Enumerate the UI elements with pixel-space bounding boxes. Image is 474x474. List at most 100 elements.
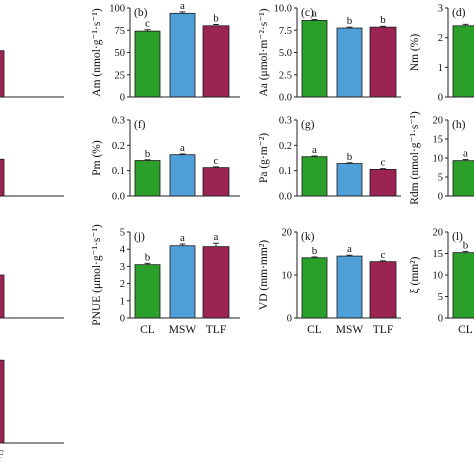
panel-i: ab [0, 274, 64, 319]
y-tick-label-j: 0 [120, 314, 125, 325]
panel-tag-j: (j) [134, 231, 145, 243]
significance-letter-g-tlf: c [381, 157, 386, 169]
y-tick-label-f: 0.1 [112, 166, 125, 177]
y-axis-label-d: Nm (%) [409, 34, 421, 72]
x-tick-label-k-tlf: TLF [373, 324, 393, 336]
y-tick-label-l: 10 [433, 271, 444, 282]
significance-letter-b-cl: c [145, 18, 150, 30]
panel-d: 0 1 2 3 (d) Nm (%) [409, 4, 474, 104]
y-axis-label-b: Am (nmol·g⁻¹·s⁻¹) [91, 8, 103, 97]
y-tick-label-f: 0.2 [112, 141, 125, 152]
y-tick-label-f: 0.3 [112, 116, 125, 127]
y-axis-label-k: VD (mm·mm²) [258, 240, 270, 310]
y-tick-label-g: 0.0 [279, 192, 292, 203]
y-tick-label-g: 0.2 [279, 141, 292, 152]
panel-g: a b c 0.0 0.1 0.2 0.3 (g) Pa (g·m⁻²) [258, 116, 401, 203]
panel-e [0, 158, 64, 197]
y-axis-label-l: ξ (mm²) [409, 256, 421, 293]
x-tick-label-m-tlf: TLF [0, 449, 4, 461]
bar-k-tlf [369, 261, 397, 319]
y-axis-label-f: Pm (%) [91, 140, 103, 176]
y-axis-label-g: Pa (g·m⁻²) [258, 133, 270, 183]
y-tick-label-k: 20 [282, 228, 293, 239]
significance-letter-j-cl: b [145, 251, 151, 263]
y-tick-label-d: 2 [438, 33, 443, 44]
y-tick-label-c: 0.0 [279, 93, 292, 104]
y-tick-label-l: 20 [433, 228, 444, 239]
bar-j-msw [169, 245, 196, 319]
bar-h-cl [452, 160, 474, 197]
panel-j: b a a 0 1 2 3 4 5 (j) PNUE (μmol·g⁻¹·s⁻¹) CL MSW TLF [91, 224, 240, 336]
y-tick-label-f: 0.0 [112, 192, 125, 203]
significance-letter-f-msw: a [180, 142, 185, 154]
y-tick-label-d: 3 [438, 4, 443, 15]
panel-b: c a b 0 25 50 75 100 (b) Am (nmol·g⁻¹·s⁻¹) [91, 0, 240, 104]
y-tick-label-l: 5 [438, 292, 443, 303]
x-tick-label-l-cl: CL [458, 324, 473, 336]
panel-k: b a c 0 10 20 (k) VD (mm·mm²) CL MSW TLF [258, 228, 401, 336]
y-tick-label-c: 5.0 [279, 48, 292, 59]
x-tick-label-k-cl: CL [307, 324, 322, 336]
y-tick-label-j: 1 [120, 296, 125, 307]
y-tick-label-j: 5 [120, 228, 125, 239]
panel-tag-g: (g) [301, 119, 315, 131]
bar-k-msw [336, 255, 363, 319]
x-tick-label-j-tlf: TLF [206, 324, 226, 336]
bar-b-cl [134, 30, 161, 98]
bar-g-tlf [369, 168, 397, 197]
y-axis-label-c: Aa (μmol·m⁻²·s⁻¹) [258, 8, 270, 96]
panel-c: a b b 0.0 2.5 5.0 7.5 10.0 (c) Aa (μmol·m⁻²·s⁻¹) [258, 4, 401, 104]
y-tick-label-k: 10 [282, 271, 293, 282]
x-tick-label-j-msw: MSW [169, 324, 197, 336]
bar-f-msw [169, 154, 196, 197]
y-tick-label-b: 100 [109, 4, 125, 15]
significance-letter-h-cl: a [463, 148, 468, 160]
bar-m-tlf [0, 359, 5, 444]
panel-tag-l: (l) [452, 231, 463, 243]
panel-tag-f: (f) [134, 119, 146, 131]
y-tick-label-l: 0 [438, 314, 443, 325]
y-tick-label-h: 15 [433, 135, 444, 146]
bar-k-cl [301, 257, 328, 319]
y-tick-label-j: 3 [120, 262, 125, 273]
significance-letter-c-msw: b [347, 15, 353, 27]
bar-d-cl [452, 25, 474, 98]
bar-e-tlf [0, 158, 5, 197]
y-tick-label-h: 5 [438, 173, 443, 184]
significance-letter-j-msw: a [180, 232, 185, 244]
y-tick-label-d: 0 [438, 93, 443, 104]
y-tick-label-h: 20 [433, 116, 444, 127]
y-tick-label-d: 1 [438, 63, 443, 74]
y-tick-label-b: 25 [115, 70, 126, 81]
panel-tag-k: (k) [301, 231, 315, 243]
bar-i-tlf [0, 274, 5, 319]
bar-l-cl [452, 252, 474, 319]
bar-f-tlf [202, 167, 230, 197]
bar-j-cl [134, 264, 161, 319]
significance-letter-f-cl: b [145, 148, 151, 160]
y-tick-label-b: 50 [115, 48, 126, 59]
significance-letter-c-cl: a [312, 8, 317, 20]
panel-tag-h: (h) [452, 119, 466, 131]
panel-h: a 0 5 10 15 20 (h) Rdm (nmol·g⁻¹·s⁻¹) [409, 111, 474, 205]
y-axis-label-h: Rdm (nmol·g⁻¹·s⁻¹) [409, 111, 421, 205]
significance-letter-j-tlf: a [214, 231, 219, 243]
y-tick-label-c: 10.0 [274, 4, 292, 15]
significance-letter-b-msw: a [180, 0, 185, 12]
significance-letter-g-msw: b [347, 151, 353, 163]
y-tick-label-h: 0 [438, 192, 443, 203]
y-tick-label-k: 0 [287, 314, 292, 325]
significance-letter-c-tlf: b [380, 14, 386, 26]
y-tick-label-b: 0 [120, 93, 125, 104]
y-tick-label-l: 15 [433, 249, 444, 260]
significance-letter-f-tlf: c [214, 155, 219, 167]
bar-j-tlf [202, 246, 230, 319]
panel-tag-c: (c) [301, 7, 314, 19]
significance-letter-k-cl: b [312, 245, 318, 257]
bar-b-msw [169, 12, 196, 98]
y-tick-label-h: 10 [433, 154, 444, 165]
panel-f: b a c 0.0 0.1 0.2 0.3 (f) Pm (%) [91, 116, 240, 203]
significance-letter-b-tlf: b [213, 12, 219, 24]
bar-g-cl [301, 156, 328, 197]
